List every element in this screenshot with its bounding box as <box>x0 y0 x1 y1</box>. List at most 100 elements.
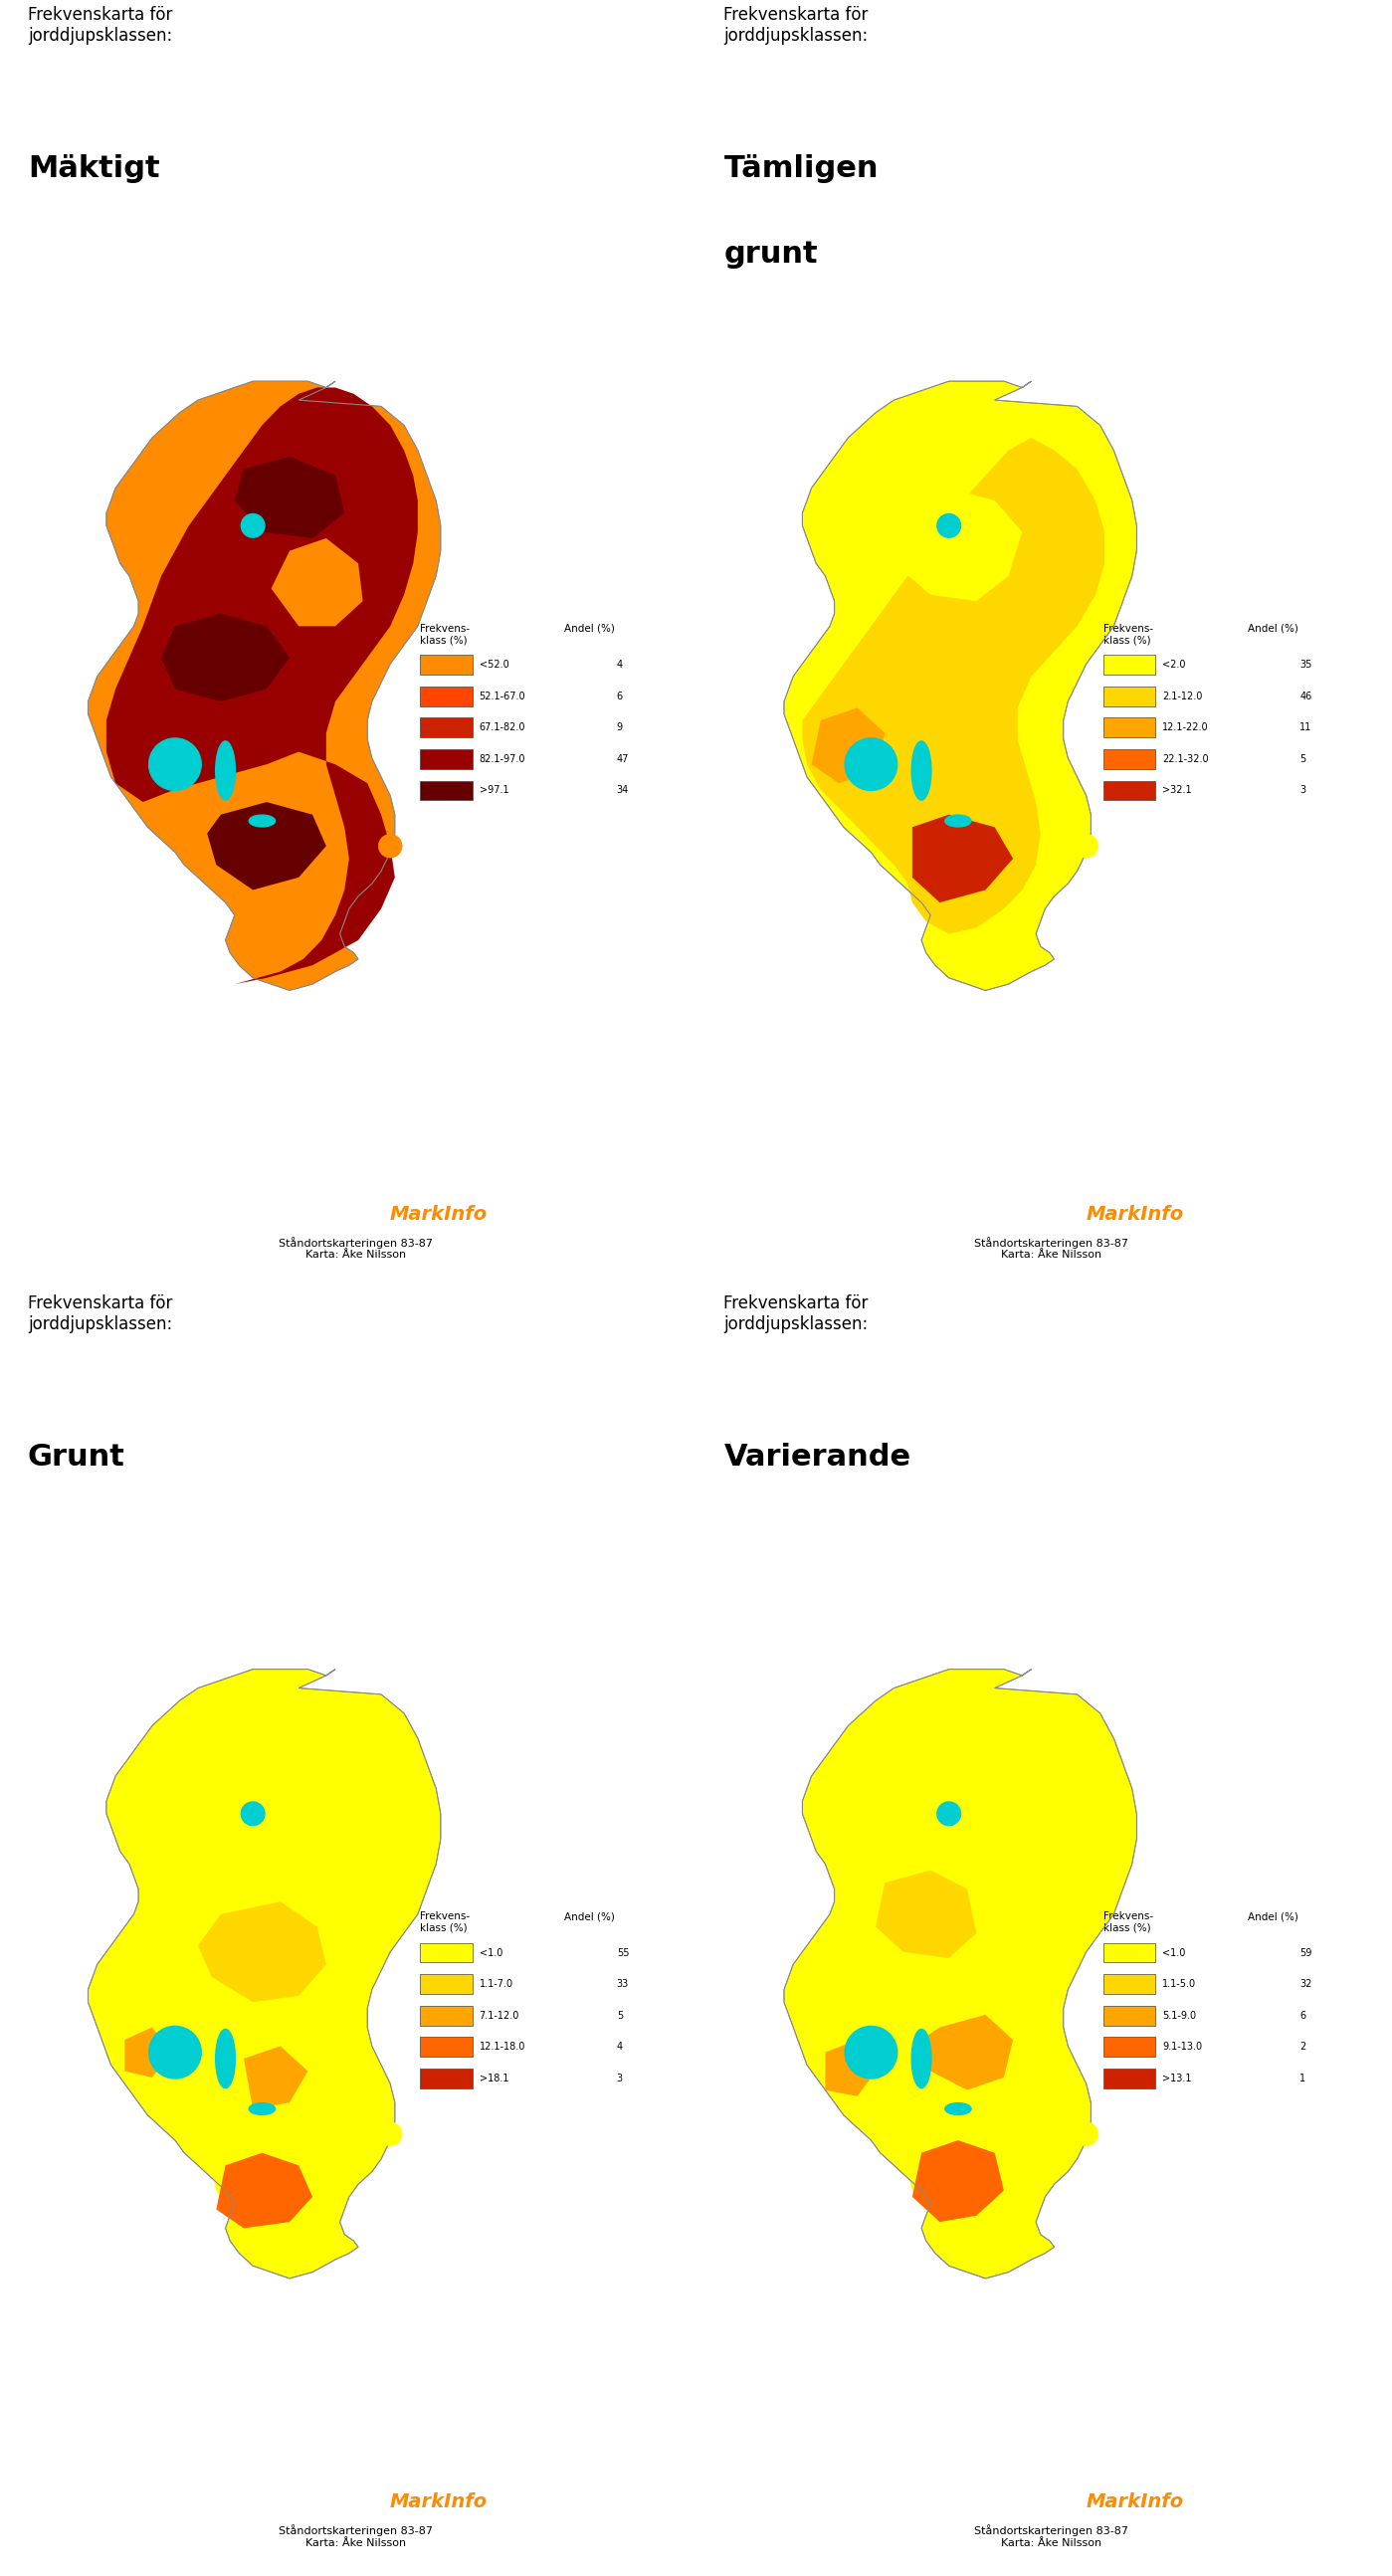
Polygon shape <box>912 814 1013 902</box>
Text: 47: 47 <box>617 755 629 765</box>
Text: Andel (%): Andel (%) <box>1247 623 1297 634</box>
Polygon shape <box>802 438 1105 935</box>
Polygon shape <box>125 2027 170 2076</box>
Text: 9: 9 <box>617 724 622 732</box>
Polygon shape <box>198 1901 326 2002</box>
Text: 59: 59 <box>1300 1947 1311 1958</box>
Text: 46: 46 <box>1300 690 1311 701</box>
FancyBboxPatch shape <box>1104 654 1155 675</box>
Text: 6: 6 <box>1300 2012 1306 2020</box>
FancyBboxPatch shape <box>1104 2069 1155 2089</box>
Text: <1.0: <1.0 <box>479 1947 503 1958</box>
Text: 4: 4 <box>617 659 622 670</box>
Polygon shape <box>207 801 326 889</box>
Polygon shape <box>784 1669 1137 2277</box>
FancyBboxPatch shape <box>1104 781 1155 801</box>
Polygon shape <box>106 1726 409 2223</box>
Polygon shape <box>216 2154 312 2228</box>
FancyBboxPatch shape <box>420 781 473 801</box>
Text: grunt: grunt <box>724 240 818 268</box>
Circle shape <box>937 1801 960 1826</box>
Text: 55: 55 <box>617 1947 629 1958</box>
Text: Ståndortskarteringen 83-87
Karta: Åke Nilsson: Ståndortskarteringen 83-87 Karta: Åke Ni… <box>974 1236 1129 1260</box>
Circle shape <box>845 2027 898 2079</box>
Text: 1: 1 <box>1300 2074 1306 2084</box>
FancyBboxPatch shape <box>420 750 473 768</box>
FancyBboxPatch shape <box>420 719 473 737</box>
Circle shape <box>1075 2123 1098 2146</box>
FancyBboxPatch shape <box>1104 2007 1155 2025</box>
Text: Varierande: Varierande <box>724 1443 910 1471</box>
FancyBboxPatch shape <box>1104 719 1155 737</box>
Text: 32: 32 <box>1300 1978 1311 1989</box>
FancyBboxPatch shape <box>1104 2038 1155 2056</box>
Circle shape <box>241 1801 264 1826</box>
Text: 22.1-32.0: 22.1-32.0 <box>1162 755 1208 765</box>
Text: 11: 11 <box>1300 724 1311 732</box>
Text: Ståndortskarteringen 83-87
Karta: Åke Nilsson: Ståndortskarteringen 83-87 Karta: Åke Ni… <box>278 2524 433 2548</box>
Text: Ståndortskarteringen 83-87
Karta: Åke Nilsson: Ståndortskarteringen 83-87 Karta: Åke Ni… <box>278 1236 433 1260</box>
Text: Andel (%): Andel (%) <box>1247 1911 1297 1922</box>
Ellipse shape <box>945 814 972 827</box>
Ellipse shape <box>249 2102 276 2115</box>
Text: 34: 34 <box>617 786 629 796</box>
Text: Frekvenskarta för
jorddjupsklassen:: Frekvenskarta för jorddjupsklassen: <box>28 5 173 44</box>
FancyBboxPatch shape <box>420 654 473 675</box>
FancyBboxPatch shape <box>420 2069 473 2089</box>
Text: 1.1-5.0: 1.1-5.0 <box>1162 1978 1196 1989</box>
Ellipse shape <box>912 2030 931 2089</box>
Text: Tämligen: Tämligen <box>724 155 878 183</box>
Text: 67.1-82.0: 67.1-82.0 <box>479 724 526 732</box>
Polygon shape <box>825 2040 876 2097</box>
Text: 9.1-13.0: 9.1-13.0 <box>1162 2043 1203 2053</box>
Text: 52.1-67.0: 52.1-67.0 <box>479 690 526 701</box>
Text: 1.1-7.0: 1.1-7.0 <box>479 1978 514 1989</box>
Circle shape <box>379 835 402 858</box>
Text: 12.1-18.0: 12.1-18.0 <box>479 2043 525 2053</box>
FancyBboxPatch shape <box>1104 750 1155 768</box>
Text: 5: 5 <box>1300 755 1306 765</box>
FancyBboxPatch shape <box>420 1973 473 1994</box>
Text: Frekvenskarta för
jorddjupsklassen:: Frekvenskarta för jorddjupsklassen: <box>724 1296 869 1332</box>
Text: Ståndortskarteringen 83-87
Karta: Åke Nilsson: Ståndortskarteringen 83-87 Karta: Åke Ni… <box>974 2524 1129 2548</box>
Text: 4: 4 <box>617 2043 622 2053</box>
Polygon shape <box>88 381 441 989</box>
FancyBboxPatch shape <box>420 685 473 706</box>
Text: 12.1-22.0: 12.1-22.0 <box>1162 724 1208 732</box>
Polygon shape <box>922 2014 1013 2089</box>
Polygon shape <box>885 487 1022 600</box>
Circle shape <box>379 2123 402 2146</box>
FancyBboxPatch shape <box>1104 1973 1155 1994</box>
Circle shape <box>845 739 898 791</box>
Polygon shape <box>784 381 1137 989</box>
Circle shape <box>1075 835 1098 858</box>
Ellipse shape <box>912 742 931 801</box>
Text: <52.0: <52.0 <box>479 659 509 670</box>
Text: Frekvenskarta för
jorddjupsklassen:: Frekvenskarta för jorddjupsklassen: <box>28 1296 173 1332</box>
Text: Mäktigt: Mäktigt <box>28 155 160 183</box>
Circle shape <box>149 2027 202 2079</box>
Text: Frekvens-
klass (%): Frekvens- klass (%) <box>1104 1911 1153 1932</box>
Text: >18.1: >18.1 <box>479 2074 508 2084</box>
Text: <1.0: <1.0 <box>1162 1947 1186 1958</box>
Text: 2: 2 <box>1300 2043 1306 2053</box>
Polygon shape <box>876 1870 976 1958</box>
Ellipse shape <box>945 2102 972 2115</box>
Text: Frekvenskarta för
jorddjupsklassen:: Frekvenskarta för jorddjupsklassen: <box>724 5 869 44</box>
Text: 5.1-9.0: 5.1-9.0 <box>1162 2012 1196 2020</box>
Polygon shape <box>271 538 363 626</box>
Text: MarkInfo: MarkInfo <box>390 1206 487 1224</box>
Polygon shape <box>802 1726 1105 2223</box>
Circle shape <box>241 513 264 538</box>
Text: 3: 3 <box>617 2074 622 2084</box>
Circle shape <box>937 513 960 538</box>
FancyBboxPatch shape <box>1104 685 1155 706</box>
Polygon shape <box>912 2141 1004 2223</box>
Text: 6: 6 <box>617 690 622 701</box>
Text: <2.0: <2.0 <box>1162 659 1186 670</box>
FancyBboxPatch shape <box>420 2038 473 2056</box>
Text: 5: 5 <box>617 2012 622 2020</box>
Polygon shape <box>88 1669 441 2277</box>
Text: MarkInfo: MarkInfo <box>1086 2494 1183 2512</box>
Polygon shape <box>812 708 885 783</box>
